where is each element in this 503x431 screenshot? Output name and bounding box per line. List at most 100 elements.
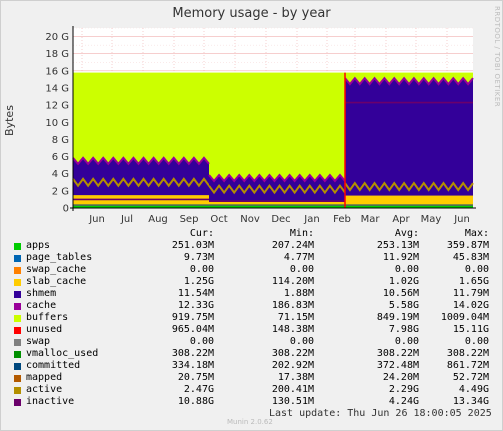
legend-cur: 12.33G	[177, 300, 214, 311]
x-tick-label: Oct	[210, 214, 227, 225]
legend-max: 359.87M	[446, 240, 489, 251]
legend-avg: 4.24G	[388, 396, 419, 407]
legend-row-mapped: mapped 20.75M 17.38M 24.20M 52.72M	[14, 372, 494, 384]
line-active	[208, 184, 346, 195]
y-tick-label: 14 G	[45, 84, 69, 95]
munin-version: Munin 2.0.62	[227, 418, 273, 426]
legend-min: 148.38M	[271, 324, 314, 335]
y-tick-label: 2 G	[52, 186, 69, 197]
legend-row-slab-cache: slab_cache 1.25G 114.20M 1.02G 1.65G	[14, 276, 494, 288]
legend-avg: 7.98G	[388, 324, 419, 335]
legend-max: 1009.04M	[440, 312, 489, 323]
x-tick-label: Jan	[303, 214, 319, 225]
legend-swatch	[14, 375, 21, 382]
legend-cur: 1.25G	[183, 276, 214, 287]
legend-avg: 849.19M	[376, 312, 419, 323]
legend-cur: 334.18M	[171, 360, 214, 371]
legend-cur: 11.54M	[177, 288, 214, 299]
area-cache	[345, 78, 473, 209]
legend-min: 186.83M	[271, 300, 314, 311]
legend-max: 11.79M	[452, 288, 489, 299]
legend-swatch	[14, 291, 21, 298]
x-tick-label: Jun	[88, 214, 105, 225]
legend-max: 4.49G	[458, 384, 489, 395]
legend-swatch	[14, 387, 21, 394]
legend-max: 861.72M	[446, 360, 489, 371]
legend-swatch	[14, 399, 21, 406]
legend-name: slab_cache	[26, 276, 87, 287]
header-max: Max:	[464, 228, 489, 239]
x-tick-label: Mar	[361, 214, 381, 225]
legend-name: buffers	[26, 312, 69, 323]
x-tick-label: Nov	[240, 214, 260, 225]
header-avg: Avg:	[394, 228, 419, 239]
legend-min: 130.51M	[271, 396, 314, 407]
legend-cur: 308.22M	[171, 348, 214, 359]
area-apps	[345, 205, 473, 208]
legend-name: cache	[26, 300, 57, 311]
area-cache-edge	[72, 156, 210, 166]
legend-name: inactive	[26, 396, 75, 407]
legend-min: 200.41M	[271, 384, 314, 395]
legend-cur: 919.75M	[171, 312, 214, 323]
legend-row-page-tables: page_tables 9.73M 4.77M 11.92M 45.83M	[14, 252, 494, 264]
line-active	[344, 181, 474, 192]
legend-min: 0.00	[289, 336, 314, 347]
legend-min: 17.38M	[277, 372, 314, 383]
legend-avg: 372.48M	[376, 360, 419, 371]
legend-min: 0.00	[289, 264, 314, 275]
legend-row-committed: committed 334.18M 202.92M 372.48M 861.72M	[14, 360, 494, 372]
legend-cur: 2.47G	[183, 384, 214, 395]
y-tick-label: 20 G	[45, 32, 69, 43]
legend-swatch	[14, 279, 21, 286]
area-cache	[209, 175, 345, 208]
legend-row-unused: unused 965.04M 148.38M 7.98G 15.11G	[14, 324, 494, 336]
legend-row-swap-cache: swap_cache 0.00 0.00 0.00 0.00	[14, 264, 494, 276]
legend-max: 15.11G	[452, 324, 489, 335]
y-tick-label: 12 G	[45, 101, 69, 112]
legend-avg: 24.20M	[382, 372, 419, 383]
legend-avg: 5.58G	[388, 300, 419, 311]
legend-avg: 10.56M	[382, 288, 419, 299]
legend-cur: 965.04M	[171, 324, 214, 335]
legend-avg: 308.22M	[376, 348, 419, 359]
legend-name: swap_cache	[26, 264, 87, 275]
legend-name: page_tables	[26, 252, 93, 263]
legend-avg: 253.13M	[376, 240, 419, 251]
x-tick-label: Aug	[148, 214, 168, 225]
y-tick-label: 18 G	[45, 49, 69, 60]
legend-row-cache: cache 12.33G 186.83M 5.58G 14.02G	[14, 300, 494, 312]
legend-name: apps	[26, 240, 51, 251]
legend-row-apps: apps 251.03M 207.24M 253.13M 359.87M	[14, 240, 494, 252]
legend-max: 0.00	[464, 336, 489, 347]
x-tick-label: Jul	[120, 214, 133, 225]
area-cache-edge	[208, 173, 346, 183]
x-tick-label: May	[421, 214, 442, 225]
legend-swatch	[14, 255, 21, 262]
legend-max: 52.72M	[452, 372, 489, 383]
legend-row-vmalloc-used: vmalloc_used 308.22M 308.22M 308.22M 308.22M	[14, 348, 494, 360]
legend-min: 4.77M	[283, 252, 314, 263]
legend-row-buffers: buffers 919.75M 71.15M 849.19M 1009.04M	[14, 312, 494, 324]
legend-min: 114.20M	[271, 276, 314, 287]
legend-name: active	[26, 384, 63, 395]
area-slab-cache	[209, 201, 345, 206]
legend-max: 45.83M	[452, 252, 489, 263]
rrdtool-credit: RRDTOOL / TOBI OETIKER	[493, 6, 501, 108]
legend-swatch	[14, 339, 21, 346]
x-tick-labels: Jun Jul Aug Sep Oct Nov Dec Jan Feb Mar Apr May Jun	[88, 214, 470, 225]
y-tick-labels: 0 2 G 4 G 6 G 8 G 10 G 12 G 14 G 16 G 18 G 20 G	[45, 32, 69, 214]
legend-min: 202.92M	[271, 360, 314, 371]
legend-cur: 0.00	[189, 264, 214, 275]
legend-min: 1.88M	[283, 288, 314, 299]
legend-avg: 0.00	[394, 264, 419, 275]
area-slab-cache	[345, 195, 473, 206]
memory-chart: 0 2 G 4 G 6 G 8 G 10 G 12 G 14 G 16 G 18 G 20 G Ju…	[45, 26, 476, 225]
legend-row-shmem: shmem 11.54M 1.88M 10.56M 11.79M	[14, 288, 494, 300]
legend-cur: 9.73M	[183, 252, 214, 263]
legend-avg: 0.00	[394, 336, 419, 347]
x-tick-label: Apr	[392, 214, 410, 225]
legend-name: committed	[26, 360, 81, 371]
legend-max: 1.65G	[458, 276, 489, 287]
legend-table: Cur: Min: Avg: Max: apps 251.03M 207.24M 25…	[14, 228, 494, 408]
